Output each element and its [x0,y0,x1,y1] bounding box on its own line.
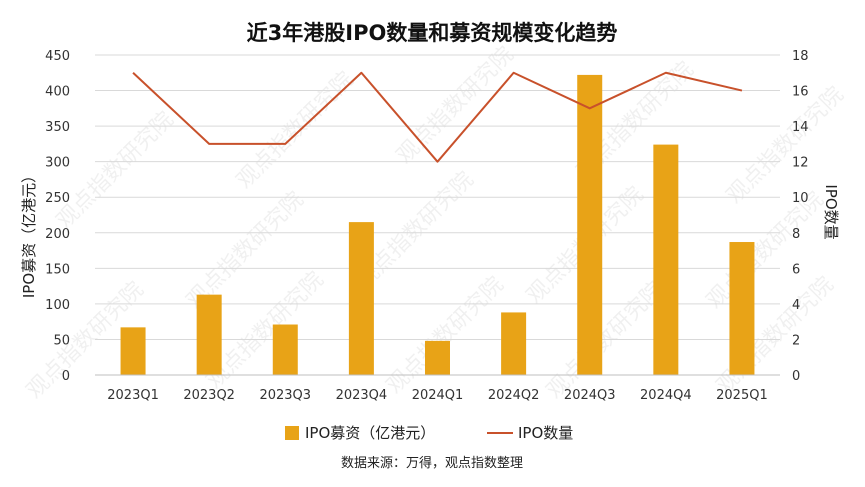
line-series [132,71,743,163]
y-left-tick-label: 300 [45,156,70,171]
chart-title: 近3年港股IPO数量和募资规模变化趋势 [247,21,618,45]
y-right-tick-label: 12 [792,156,809,171]
bar-2024Q1 [425,340,450,375]
bar-2023Q2 [196,294,222,375]
legend: IPO募资（亿港元） IPO数量 [285,424,573,442]
y-right-tick-label: 10 [792,191,809,206]
bar-2024Q2 [501,312,527,375]
y-left-tick-label: 150 [45,262,70,277]
x-tick-label: 2023Q4 [336,388,388,403]
y-right-tick-label: 16 [792,85,809,100]
x-tick-label: 2024Q2 [488,388,540,403]
y-left-tick-label: 250 [45,191,70,206]
y-left-tick-label: 0 [62,369,70,384]
x-tick-label: 2024Q1 [412,388,464,403]
y-left-tick-label: 450 [45,49,70,64]
bar-2024Q4 [653,144,679,375]
y-right-tick-label: 14 [792,120,809,135]
watermark-text: 观点指数研究院 [232,67,359,194]
y-left-tick-label: 50 [53,333,70,348]
y-right-tick-label: 18 [792,49,809,64]
y-axis-left-title: IPO募资（亿港元） [20,168,38,298]
x-tick-label: 2023Q3 [259,388,311,403]
y-left-tick-label: 100 [45,298,70,313]
bar-2023Q4 [348,222,374,375]
y-left-tick-label: 400 [45,85,70,100]
watermark-text: 观点指数研究院 [542,277,669,404]
bar-2023Q1 [120,327,146,375]
bar-2024Q3 [577,74,603,376]
x-tick-label: 2024Q3 [564,388,616,403]
x-tick-label: 2024Q4 [640,388,692,403]
axes: 0 50 100 150 200 250 300 350 400 450 0 2 4 6 8 10 12 14 16… [45,49,808,403]
y-right-tick-label: 2 [792,333,800,348]
y-right-tick-label: 6 [792,262,800,277]
x-tick-label: 2025Q1 [716,388,768,403]
y-right-tick-label: 4 [792,298,800,313]
y-left-tick-label: 350 [45,120,70,135]
source-note: 数据来源：万得，观点指数整理 [341,455,523,471]
legend-bar-label: IPO募资（亿港元） [305,424,435,442]
watermark-text: 观点指数研究院 [392,42,519,169]
bar-2025Q1 [729,242,755,375]
x-tick-label: 2023Q2 [183,388,235,403]
bar-2023Q3 [272,324,298,375]
y-right-tick-label: 0 [792,369,800,384]
legend-bar-swatch [285,426,299,440]
x-tick-label: 2023Q1 [107,388,159,403]
watermark-text: 观点指数研究院 [382,272,509,399]
y-left-tick-label: 200 [45,227,70,242]
legend-line-label: IPO数量 [518,424,573,442]
y-right-tick-label: 8 [792,227,800,242]
bar-series [120,74,755,376]
y-axis-right-title: IPO数量 [822,184,840,239]
